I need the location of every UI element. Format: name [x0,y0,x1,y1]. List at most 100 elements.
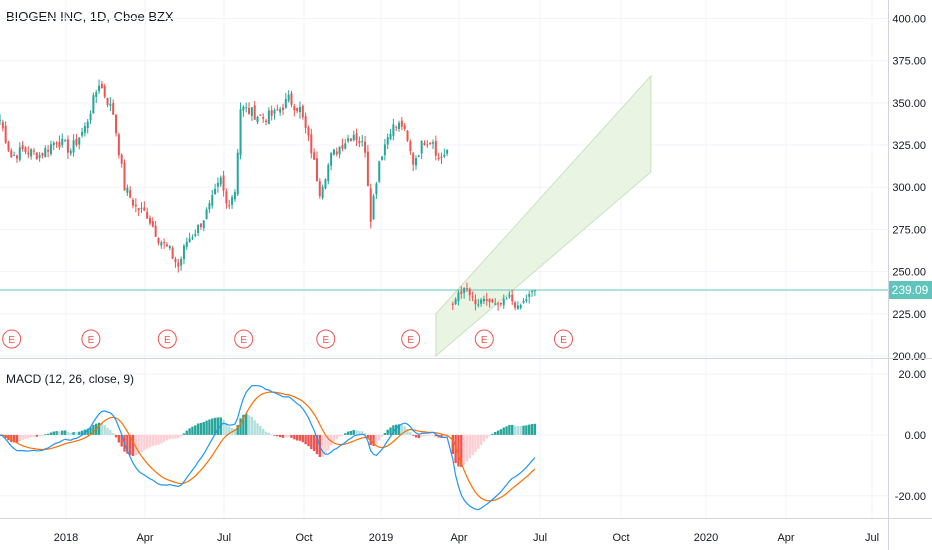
x-tick-label: 2019 [369,532,393,544]
macd-pane [0,384,537,511]
macd-histogram-bar [352,429,355,435]
macd-histogram-bar [310,434,313,450]
candle-body [182,245,185,260]
candle-body [287,94,290,101]
candle-body [148,217,151,224]
candle-body [480,299,483,304]
candle-body [392,124,395,136]
candle-body [482,298,485,302]
candle-body [361,141,364,143]
macd-histogram-bar [462,434,466,465]
candle-body [0,119,1,121]
macd-histogram-bar [460,434,463,467]
macd-histogram-bar [168,434,171,439]
macd-histogram-bar [298,434,302,441]
candle-body [505,298,508,300]
candle-body [15,155,18,159]
earnings-label: E [240,335,247,346]
macd-histogram-bar [281,434,285,438]
candle-body [315,158,318,182]
candle-body [415,158,418,166]
macd-histogram-bar [134,434,138,456]
macd-y-tick-label: -20.00 [895,491,926,503]
macd-histogram-bar [211,418,214,435]
candle-body [485,299,488,301]
macd-histogram-bar [324,434,327,455]
candle-body [528,294,531,297]
candle-body [403,125,406,129]
macd-histogram-bar [78,431,81,435]
macd-histogram-bar [261,428,265,435]
candle-body [194,234,197,236]
candle-body [417,155,420,157]
macd-histogram-bar [335,434,338,440]
macd-histogram-bar [349,430,353,435]
candle-body [64,140,67,142]
symbol-title: BIOGEN INC, 1D, Cboe BZX [6,9,174,24]
candle-body [129,190,132,198]
macd-histogram-bar [86,428,89,435]
candle-body [160,242,163,246]
candle-body [355,133,358,141]
macd-histogram-bar [471,434,474,455]
candle-body [211,195,214,206]
macd-histogram-bar [312,434,316,452]
candle-body [58,141,61,148]
macd-histogram-bar [69,432,72,435]
macd-histogram-bar [488,434,491,437]
macd-histogram-bar [89,427,92,435]
x-tick-label: Apr [450,532,467,544]
macd-histogram-bar [137,434,140,455]
candle-body [214,188,217,195]
candle-body [511,294,514,302]
candle-body [256,116,259,123]
macd-histogram-bar [49,432,53,435]
candle-body [123,162,126,191]
macd-histogram-bar [287,434,290,437]
candle-body [375,183,378,195]
macd-histogram-bar [157,434,160,445]
macd-histogram-bar [301,434,305,443]
earnings-marker [554,329,574,349]
macd-histogram-bar [61,430,64,435]
earnings-marker [234,329,254,349]
candle-body [516,305,519,309]
x-tick-label: Jul [865,532,879,544]
x-tick-label: Apr [136,532,153,544]
macd-histogram-bar [346,431,350,435]
candle-body [248,107,251,115]
macd-histogram-bar [270,434,273,436]
candle-body [55,142,58,144]
macd-y-tick-label: 20.00 [898,369,926,381]
macd-histogram-bar [477,434,480,449]
candle-body [103,86,106,97]
candle-body [143,207,146,211]
macd-histogram-bar [315,434,319,455]
macd-y-tick-label: 0.00 [905,430,926,442]
candle-body [208,203,211,210]
x-tick-label: Apr [777,532,794,544]
macd-histogram-bar [505,426,508,435]
candle-body [400,120,403,127]
macd-histogram-bar [92,425,95,435]
candle-body [132,199,135,206]
candle-body [115,114,118,134]
candle-body [451,303,454,305]
x-tick-label: Jul [533,532,547,544]
candle-body [358,140,361,144]
candle-body [222,175,225,191]
candle-body [66,139,69,153]
macd-histogram-bar [338,434,341,437]
macd-histogram-bar [363,432,367,435]
candle-body [171,247,174,259]
candle-body [236,152,239,195]
candle-body [330,152,333,166]
candle-body [188,238,191,243]
macd-histogram-bar [15,434,19,443]
y-tick-label: 325.00 [892,140,926,152]
macd-histogram-bar [276,434,279,437]
candle-body [259,114,262,116]
macd-histogram-bar [109,430,112,435]
